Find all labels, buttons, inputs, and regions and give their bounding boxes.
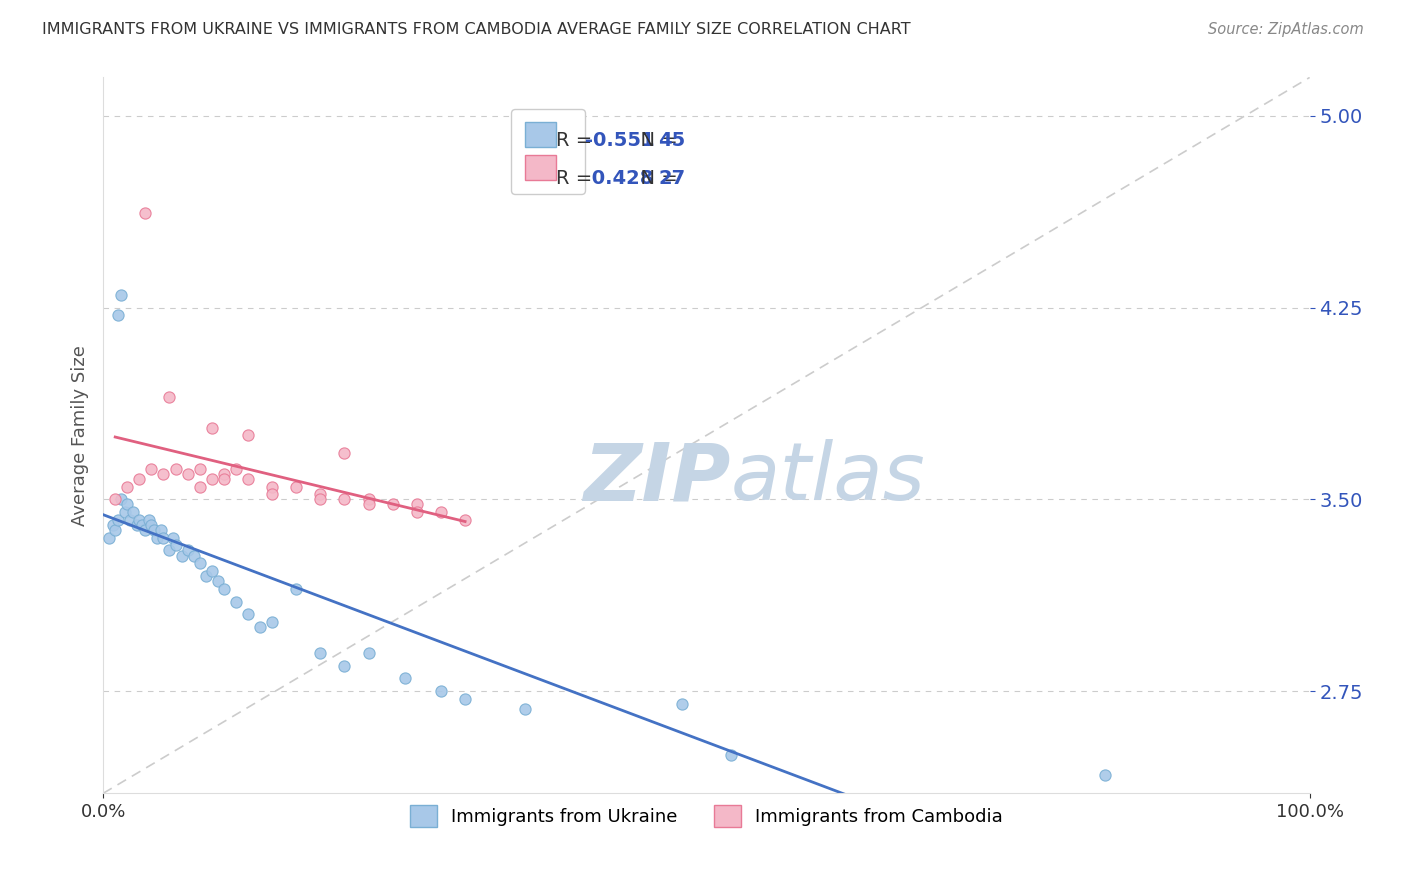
Point <box>309 646 332 660</box>
Point <box>309 492 332 507</box>
Point <box>176 543 198 558</box>
Point <box>430 505 453 519</box>
Point <box>104 523 127 537</box>
Point <box>236 428 259 442</box>
Point <box>309 487 332 501</box>
Point <box>201 564 224 578</box>
Point <box>260 615 283 629</box>
Point <box>117 498 139 512</box>
Point <box>150 523 173 537</box>
Point <box>357 498 380 512</box>
Point <box>183 549 205 563</box>
Point <box>405 505 427 519</box>
Point <box>201 472 224 486</box>
Point <box>128 472 150 486</box>
Point <box>201 421 224 435</box>
Point <box>188 479 211 493</box>
Point <box>98 531 121 545</box>
Text: ZIP: ZIP <box>583 440 731 517</box>
Point <box>225 594 247 608</box>
Point <box>260 487 283 501</box>
Point <box>131 517 153 532</box>
Text: IMMIGRANTS FROM UKRAINE VS IMMIGRANTS FROM CAMBODIA AVERAGE FAMILY SIZE CORRELAT: IMMIGRANTS FROM UKRAINE VS IMMIGRANTS FR… <box>42 22 911 37</box>
Point <box>212 582 235 596</box>
Point <box>138 513 160 527</box>
Point <box>260 479 283 493</box>
Point <box>236 472 259 486</box>
Point <box>152 531 174 545</box>
Text: 27: 27 <box>658 169 685 188</box>
Point <box>671 697 693 711</box>
Text: N =: N = <box>628 169 683 188</box>
Point <box>110 287 132 301</box>
Text: 45: 45 <box>658 131 685 150</box>
Point <box>454 691 477 706</box>
Point <box>207 574 229 588</box>
Point <box>142 523 165 537</box>
Point <box>236 607 259 622</box>
Point <box>249 620 271 634</box>
Y-axis label: Average Family Size: Average Family Size <box>72 345 89 525</box>
Legend: Immigrants from Ukraine, Immigrants from Cambodia: Immigrants from Ukraine, Immigrants from… <box>402 798 1011 834</box>
Text: Source: ZipAtlas.com: Source: ZipAtlas.com <box>1208 22 1364 37</box>
Point <box>114 505 136 519</box>
Point <box>430 684 453 698</box>
Point <box>194 569 217 583</box>
Point <box>122 505 145 519</box>
Point <box>170 549 193 563</box>
Text: R =: R = <box>555 169 598 188</box>
Point <box>176 467 198 481</box>
Point <box>107 513 129 527</box>
Point <box>357 646 380 660</box>
Point <box>134 523 156 537</box>
Point <box>285 479 308 493</box>
Point <box>720 747 742 762</box>
Point <box>212 467 235 481</box>
Point <box>125 517 148 532</box>
Point <box>159 543 181 558</box>
Point <box>225 461 247 475</box>
Point <box>162 531 184 545</box>
Point <box>381 498 404 512</box>
Point <box>146 531 169 545</box>
Point <box>188 461 211 475</box>
Point <box>117 479 139 493</box>
Point <box>101 517 124 532</box>
Point <box>104 492 127 507</box>
Point <box>212 472 235 486</box>
Point <box>128 513 150 527</box>
Point <box>1094 768 1116 782</box>
Point <box>159 390 181 404</box>
Text: N =: N = <box>628 131 683 150</box>
Point <box>141 517 163 532</box>
Point <box>165 538 187 552</box>
Point <box>141 461 163 475</box>
Point <box>152 467 174 481</box>
Point <box>165 461 187 475</box>
Point <box>285 582 308 596</box>
Point <box>357 492 380 507</box>
Point <box>333 492 356 507</box>
Point <box>188 556 211 570</box>
Point <box>107 308 129 322</box>
Text: R =: R = <box>555 131 598 150</box>
Point <box>110 492 132 507</box>
Point <box>454 513 477 527</box>
Point <box>333 658 356 673</box>
Point <box>515 702 537 716</box>
Text: atlas: atlas <box>731 440 925 517</box>
Text: -0.551: -0.551 <box>585 131 654 150</box>
Point <box>134 206 156 220</box>
Point <box>333 446 356 460</box>
Point <box>118 513 141 527</box>
Text: 0.428: 0.428 <box>585 169 652 188</box>
Point <box>394 671 416 685</box>
Point <box>405 498 427 512</box>
